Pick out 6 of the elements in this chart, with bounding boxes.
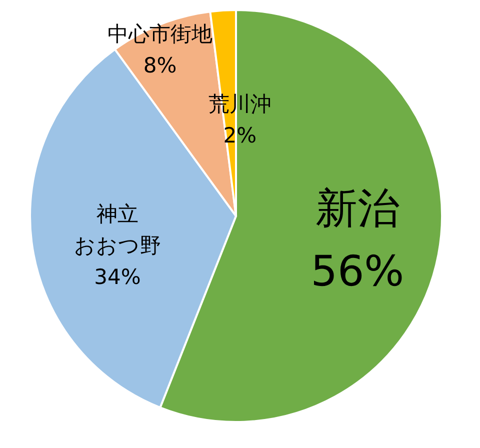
data-label: 34% bbox=[94, 264, 141, 289]
data-label: 56% bbox=[310, 246, 404, 296]
data-label: 8% bbox=[143, 53, 177, 78]
slice-label: 神立おおつ野 bbox=[74, 202, 161, 258]
slice-label: 新治 bbox=[315, 183, 400, 232]
slice-label: 中心市街地 bbox=[108, 22, 213, 46]
